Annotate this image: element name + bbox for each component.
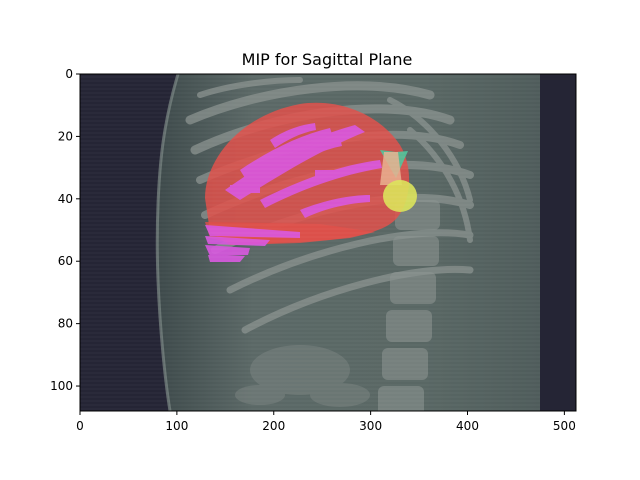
x-tick-label: 200 xyxy=(262,419,285,433)
right-margin-band xyxy=(540,74,576,411)
x-tick-label: 0 xyxy=(76,419,84,433)
x-tick-label: 500 xyxy=(553,419,576,433)
y-tick-label: 20 xyxy=(58,129,73,143)
axes-frame xyxy=(79,73,577,412)
y-tick-label: 40 xyxy=(58,192,73,206)
y-tick-label: 80 xyxy=(58,317,73,331)
x-axis: 0 100 200 300 400 500 xyxy=(76,411,576,433)
y-tick-label: 60 xyxy=(58,254,73,268)
mip-image xyxy=(80,74,576,411)
scan-stripes xyxy=(80,74,576,411)
chart-title: MIP for Sagittal Plane xyxy=(242,50,413,69)
x-tick-label: 400 xyxy=(456,419,479,433)
y-tick-label: 100 xyxy=(50,379,73,393)
x-tick-label: 100 xyxy=(165,419,188,433)
y-tick-label: 0 xyxy=(65,67,73,81)
x-tick-label: 300 xyxy=(359,419,382,433)
y-axis: 0 20 40 60 80 100 xyxy=(50,67,80,393)
